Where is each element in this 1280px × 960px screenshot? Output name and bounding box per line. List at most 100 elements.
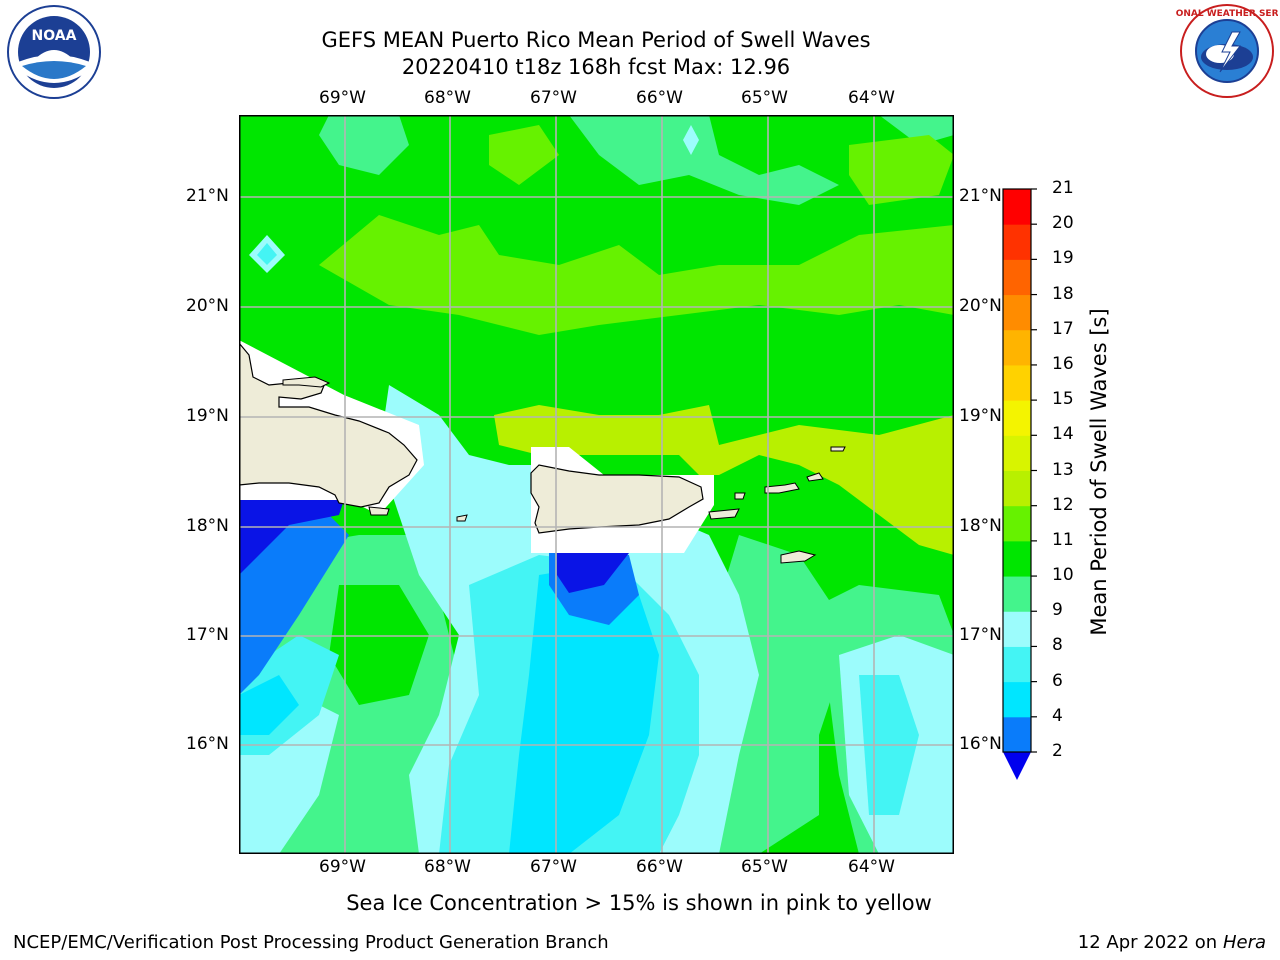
colorbar-swatch [1003, 435, 1031, 471]
lon-label-bottom: 66°W [636, 857, 683, 877]
colorbar-tick-label: 6 [1052, 670, 1063, 691]
contour-fill-9-10 [569, 115, 839, 205]
graticule [239, 115, 954, 854]
colorbar-swatch [1003, 364, 1031, 401]
nws-logo-text: NATIONAL WEATHER SERVICE [1176, 9, 1278, 19]
lat-label-left: 16°N [186, 734, 229, 754]
colorbar-tick-label: 16 [1052, 353, 1074, 374]
mona-island [456, 514, 468, 522]
colorbar-swatch [1003, 540, 1031, 577]
colorbar-swatch [1003, 400, 1031, 436]
sea-ice-caption: Sea Ice Concentration > 15% is shown in … [346, 891, 932, 915]
colorbar-label: Mean Period of Swell Waves [s] [1087, 308, 1111, 636]
map-title: GEFS MEAN Puerto Rico Mean Period of Swe… [321, 28, 871, 52]
noaa-logo: NOAA [7, 5, 101, 99]
colorbar [1002, 188, 1037, 780]
nws-logo: NATIONAL WEATHER SERVICE [1176, 4, 1278, 98]
lon-label-top: 65°W [741, 88, 788, 108]
colorbar-tick-label: 13 [1052, 459, 1074, 480]
footer-date-text: 12 Apr 2022 on [1077, 932, 1223, 953]
lon-label-bottom: 65°W [741, 857, 788, 877]
saona-island [368, 506, 390, 516]
contour-fill-under-2 [557, 553, 629, 593]
footer-date: 12 Apr 2022 on Hera [1078, 932, 1266, 953]
virgin-islands [764, 482, 800, 494]
colorbar-tick-label: 19 [1052, 248, 1074, 269]
lat-label-left: 19°N [186, 406, 229, 426]
lon-label-top: 68°W [424, 88, 471, 108]
lat-label-right: 21°N [959, 186, 1002, 206]
lat-label-left: 18°N [186, 516, 229, 536]
colorbar-tick-label: 8 [1052, 635, 1063, 656]
colorbar-swatch [1003, 505, 1031, 542]
contour-fill-under-2 [239, 500, 344, 575]
contour-fill-11-12 [489, 125, 559, 185]
lon-label-bottom: 68°W [424, 857, 471, 877]
colorbar-tick-label: 21 [1052, 178, 1074, 198]
contour-fill-10-11 [329, 585, 429, 705]
contour-fill-6-8 [257, 243, 277, 265]
colorbar-tick-label: 11 [1052, 529, 1074, 550]
colorbar-tick-label: 18 [1052, 283, 1074, 304]
lon-label-top: 67°W [530, 88, 577, 108]
lat-label-left: 21°N [186, 186, 229, 206]
contour-fill-4-6 [239, 675, 299, 735]
lon-label-top: 69°W [319, 88, 366, 108]
contour-fill-8-9 [683, 125, 699, 155]
lon-label-bottom: 64°W [848, 857, 895, 877]
colorbar-tick-label: 15 [1052, 389, 1074, 410]
anegada-island [830, 446, 846, 452]
colorbar-swatch [1003, 259, 1031, 296]
colorbar-under-triangle [1003, 752, 1031, 780]
colorbar-swatch [1003, 294, 1031, 331]
swell-period-map [239, 115, 954, 854]
contour-fill-2-4 [239, 515, 349, 695]
virgin-islands [806, 472, 824, 482]
lat-label-right: 20°N [959, 296, 1002, 316]
colorbar-tick-label: 10 [1052, 565, 1074, 586]
colorbar-swatch [1003, 224, 1031, 260]
puerto-rico-landmass [530, 464, 704, 534]
map-frame [239, 115, 954, 854]
colorbar-tick-label: 9 [1052, 600, 1063, 621]
colorbar-swatch [1003, 576, 1031, 612]
colorbar-swatch [1003, 716, 1031, 753]
lat-label-right: 18°N [959, 516, 1002, 536]
vieques-island [708, 508, 740, 520]
lon-label-bottom: 69°W [319, 857, 366, 877]
colorbar-label-wrap: Mean Period of Swell Waves [s] [1084, 292, 1114, 652]
lat-label-left: 17°N [186, 625, 229, 645]
colorbar-tick-label: 20 [1052, 213, 1074, 234]
contour-fill-4-6 [509, 565, 659, 854]
colorbar-tick-label: 14 [1052, 424, 1074, 445]
contour-fill-11-12 [319, 215, 954, 335]
colorbar-tick-label: 17 [1052, 318, 1074, 339]
colorbar-tick-label: 4 [1052, 705, 1063, 726]
colorbar-swatch [1003, 470, 1031, 507]
colorbar-swatch [1003, 681, 1031, 718]
contour-fill-9-10 [319, 115, 409, 175]
lat-label-right: 17°N [959, 625, 1002, 645]
lat-label-right: 16°N [959, 734, 1002, 754]
colorbar-ticks [1031, 188, 1037, 753]
contour-fill-11-12 [849, 135, 954, 205]
lat-label-left: 20°N [186, 296, 229, 316]
lon-label-bottom: 67°W [530, 857, 577, 877]
lon-label-top: 64°W [848, 88, 895, 108]
lon-label-top: 66°W [636, 88, 683, 108]
colorbar-tick-label: 2 [1052, 741, 1063, 761]
colorbar-swatches [1003, 189, 1031, 753]
contour-fill-12-13 [494, 405, 954, 555]
st-croix-island [780, 550, 817, 564]
colorbar-swatch [1003, 189, 1031, 225]
footer-credit: NCEP/EMC/Verification Post Processing Pr… [13, 932, 609, 953]
tortuga-island [282, 376, 331, 388]
culebra-island [734, 492, 746, 500]
footer-host: Hera [1222, 932, 1266, 953]
noaa-logo-text: NOAA [32, 28, 77, 44]
colorbar-tick-labels: 2 4 6 8 9 10 11 12 13 14 15 16 17 18 19 20 21 [1044, 178, 1074, 770]
colorbar-tick-label: 12 [1052, 494, 1074, 515]
colorbar-swatch [1003, 611, 1031, 647]
lat-label-right: 19°N [959, 406, 1002, 426]
map-subtitle: 20220410 t18z 168h fcst Max: 12.96 [401, 55, 791, 79]
